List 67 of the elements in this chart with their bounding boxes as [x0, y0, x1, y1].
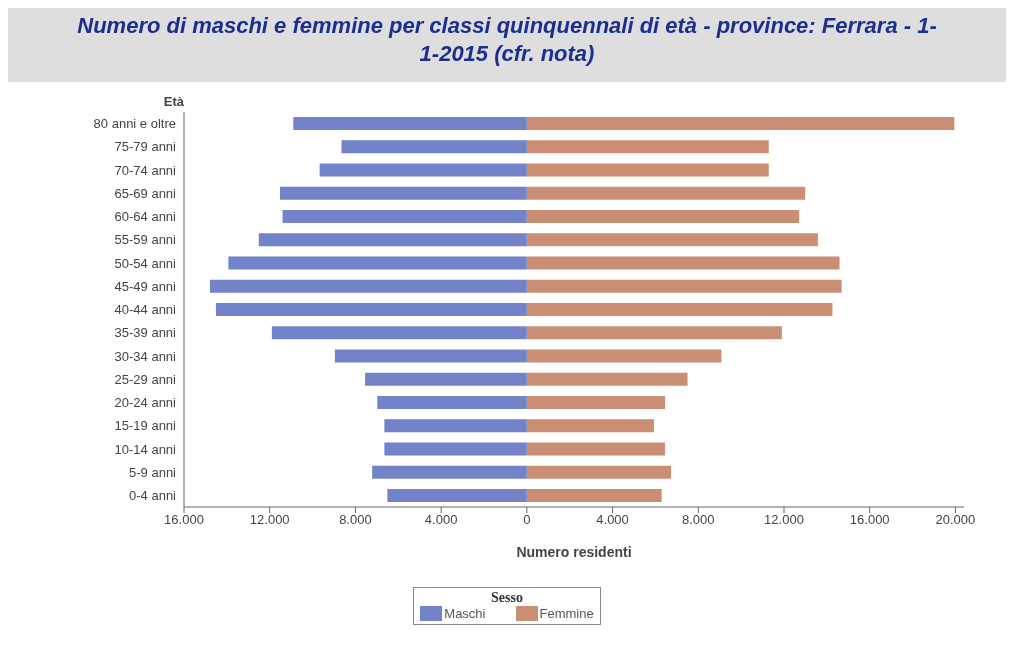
y-tick-label: 25-29 anni — [114, 371, 177, 387]
y-tick-label: 45-49 anni — [114, 278, 177, 294]
bar — [293, 117, 527, 131]
bar — [258, 233, 527, 247]
x-tick-label: 4.000 — [596, 512, 629, 528]
y-tick-label: 30-34 anni — [114, 348, 177, 364]
x-tick-label: 16.000 — [849, 512, 890, 528]
legend-title: Sesso — [490, 590, 524, 606]
x-tick-label: 4.000 — [424, 512, 458, 528]
bar — [209, 279, 527, 293]
bar — [526, 279, 842, 293]
y-tick-label: 70-74 anni — [114, 162, 177, 178]
x-axis-title: Numero residenti — [516, 544, 632, 560]
bar — [526, 419, 654, 433]
y-tick-label: 10-14 anni — [114, 441, 177, 457]
y-tick-label: 80 anni e oltre — [93, 116, 176, 132]
bar — [384, 442, 527, 456]
bar — [526, 210, 800, 224]
bar — [526, 442, 666, 456]
y-tick-label: 40-44 anni — [114, 302, 177, 318]
bar — [215, 302, 527, 316]
bar — [526, 256, 840, 270]
bar — [372, 465, 527, 479]
y-tick-label: 55-59 anni — [114, 232, 177, 248]
bar — [365, 372, 527, 386]
legend-label: Maschi — [443, 606, 486, 621]
bar — [341, 140, 527, 154]
x-tick-label: 8.000 — [339, 512, 372, 528]
bar — [526, 395, 666, 409]
x-tick-label: 20.000 — [935, 512, 976, 528]
chart-title: Numero di maschi e femmine per classi quinquennali di età - province: Ferrara - 1-1-2015 (cfr. nota) — [8, 8, 1006, 82]
x-tick-label: 8.000 — [682, 512, 715, 528]
y-tick-label: 15-19 anni — [114, 418, 177, 434]
bar — [526, 163, 769, 177]
bar — [526, 140, 769, 154]
bar — [526, 326, 782, 340]
bar — [526, 349, 722, 363]
bar — [271, 326, 527, 340]
bar — [387, 488, 527, 502]
bar — [282, 210, 527, 224]
y-tick-label: 65-69 anni — [114, 185, 177, 201]
y-tick-label: 20-24 anni — [114, 395, 177, 411]
bar — [334, 349, 527, 363]
bar — [384, 419, 527, 433]
y-tick-label: 5-9 anni — [129, 464, 177, 480]
bar — [526, 465, 672, 479]
x-tick-label: 0 — [523, 512, 531, 528]
x-tick-label: 16.000 — [164, 512, 204, 528]
bar — [319, 163, 527, 177]
bar — [526, 233, 818, 247]
y-tick-label: 0-4 anni — [129, 488, 177, 503]
bar — [280, 186, 527, 200]
y-tick-label: 75-79 anni — [114, 139, 177, 155]
y-tick-label: 35-39 anni — [114, 325, 177, 341]
bar — [526, 302, 833, 316]
bar — [377, 395, 527, 409]
y-tick-label: 50-54 anni — [114, 255, 177, 271]
bar — [526, 117, 955, 131]
bar — [228, 256, 527, 270]
bar — [526, 372, 688, 386]
x-tick-label: 12.000 — [764, 512, 804, 528]
bar — [526, 186, 806, 200]
y-tick-label: 60-64 anni — [114, 209, 177, 225]
x-tick-label: 12.000 — [249, 512, 290, 528]
y-axis-title: Età — [162, 94, 184, 109]
legend-label: Femmine — [538, 606, 594, 621]
bar — [526, 488, 662, 502]
